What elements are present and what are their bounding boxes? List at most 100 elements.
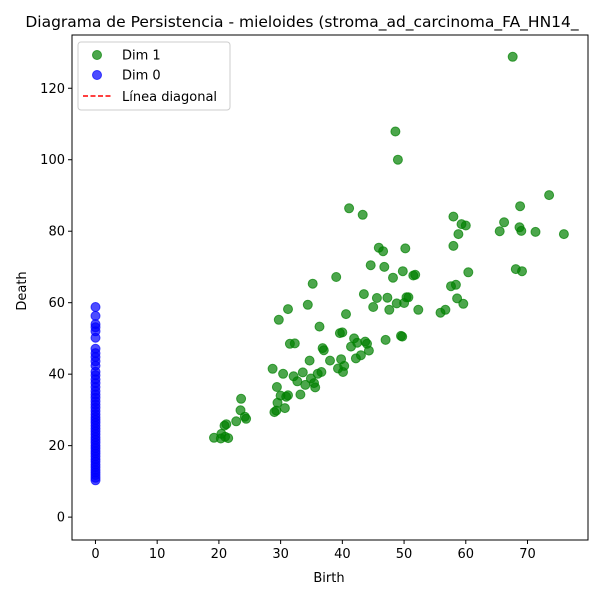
point-dim1-103 (516, 225, 527, 236)
point-dim1-94 (458, 298, 469, 309)
y-tick-label-20: 20 (48, 439, 65, 454)
y-tick-label-120: 120 (40, 82, 65, 97)
point-dim1-11 (236, 393, 247, 404)
point-dim0-45 (90, 319, 101, 330)
point-dim1-72 (390, 126, 401, 137)
point-dim1-39 (316, 367, 327, 377)
point-dim1-69 (382, 292, 393, 303)
point-dim1-49 (339, 360, 350, 371)
point-dim1-57 (357, 209, 368, 220)
point-dim1-58 (358, 289, 369, 300)
y-tick-label-80: 80 (48, 225, 65, 240)
point-dim1-51 (344, 203, 355, 214)
ticks-layer: 0 10 20 30 40 50 60 70 0 20 40 60 80 100 120 (40, 82, 536, 562)
y-tick-label-0: 0 (57, 511, 65, 526)
point-dim1-32 (304, 355, 315, 366)
point-dim1-27 (292, 376, 303, 387)
point-dim1-67 (379, 261, 390, 272)
y-tick-label-100: 100 (40, 153, 65, 168)
point-dim1-50 (341, 309, 351, 320)
y-axis-label: Death (15, 271, 30, 310)
point-dim1-92 (453, 229, 464, 240)
legend-label-diagonal: Línea diagonal (122, 90, 217, 105)
point-dim1-91 (452, 293, 463, 304)
point-dim1-66 (378, 246, 389, 257)
x-tick-label-30: 30 (272, 547, 289, 562)
point-dim1-106 (544, 190, 555, 201)
legend-label-dim1: Dim 1 (122, 49, 161, 64)
x-tick-label-0: 0 (91, 547, 99, 562)
point-dim1-7 (231, 416, 242, 427)
point-dim1-42 (325, 355, 335, 366)
point-dim1-90 (450, 279, 461, 290)
point-dim1-84 (413, 304, 424, 315)
y-tick-label-40: 40 (48, 368, 65, 383)
point-dim1-12 (267, 363, 278, 374)
point-dim1-88 (448, 211, 459, 222)
plot-frame (71, 34, 589, 541)
point-dim1-105 (530, 226, 541, 237)
point-dim1-76 (397, 331, 408, 342)
legend: Dim 1 Dim 0 Línea diagonal (77, 41, 231, 111)
legend-marker-dim1 (92, 50, 102, 60)
x-tick-label-10: 10 (149, 547, 166, 562)
point-dim1-47 (337, 327, 348, 338)
point-dim1-28 (295, 389, 306, 400)
y-tick-label-60: 60 (48, 296, 65, 311)
point-dim1-70 (384, 304, 395, 315)
point-dim1-62 (365, 260, 376, 271)
point-dim1-107 (558, 229, 569, 240)
point-dim1-31 (302, 299, 313, 310)
point-dim0-46 (90, 310, 101, 321)
point-dim1-79 (400, 243, 411, 254)
point-dim1-36 (310, 382, 321, 393)
point-dim1-24 (283, 390, 293, 401)
point-dim0-47 (90, 302, 101, 312)
point-dim1-26 (289, 338, 300, 349)
x-tick-label-70: 70 (519, 547, 536, 562)
point-dim1-41 (318, 345, 329, 356)
legend-marker-dim0 (92, 70, 102, 80)
point-dim1-68 (380, 334, 391, 345)
point-dim1-81 (403, 292, 414, 303)
point-dim1-17 (273, 314, 284, 325)
point-dim1-74 (392, 154, 403, 165)
point-dim1-77 (397, 266, 408, 277)
point-dim1-97 (494, 226, 505, 237)
points-layer (90, 51, 569, 486)
x-tick-label-20: 20 (211, 547, 228, 562)
point-dim1-10 (241, 413, 252, 424)
x-tick-label-40: 40 (334, 547, 351, 562)
point-dim1-43 (331, 272, 342, 282)
legend-box (77, 41, 231, 111)
point-dim1-6 (219, 420, 230, 431)
point-dim1-19 (278, 368, 289, 379)
x-tick-label-50: 50 (396, 547, 413, 562)
point-dim1-22 (283, 304, 293, 315)
point-dim1-64 (371, 293, 382, 303)
point-dim1-38 (314, 321, 325, 332)
point-dim1-56 (355, 350, 366, 361)
point-dim1-96 (463, 267, 474, 278)
point-dim1-104 (517, 266, 527, 277)
point-dim1-16 (271, 382, 282, 392)
point-dim1-4 (223, 433, 234, 444)
point-dim1-83 (410, 269, 421, 280)
point-dim1-98 (499, 217, 510, 228)
point-dim1-86 (440, 304, 451, 315)
x-axis-label: Birth (313, 571, 344, 586)
point-dim1-99 (507, 51, 518, 62)
point-dim1-20 (279, 403, 290, 414)
point-dim1-61 (363, 345, 374, 356)
point-dim1-29 (297, 367, 308, 378)
point-dim1-34 (307, 278, 318, 289)
point-dim1-102 (515, 201, 526, 212)
x-tick-label-60: 60 (458, 547, 475, 562)
point-dim1-71 (388, 272, 398, 283)
point-dim0-41 (90, 343, 101, 354)
legend-label-dim0: Dim 0 (122, 69, 161, 84)
point-dim1-89 (448, 240, 459, 251)
point-dim1-63 (368, 302, 379, 312)
point-dim1-95 (460, 220, 471, 231)
